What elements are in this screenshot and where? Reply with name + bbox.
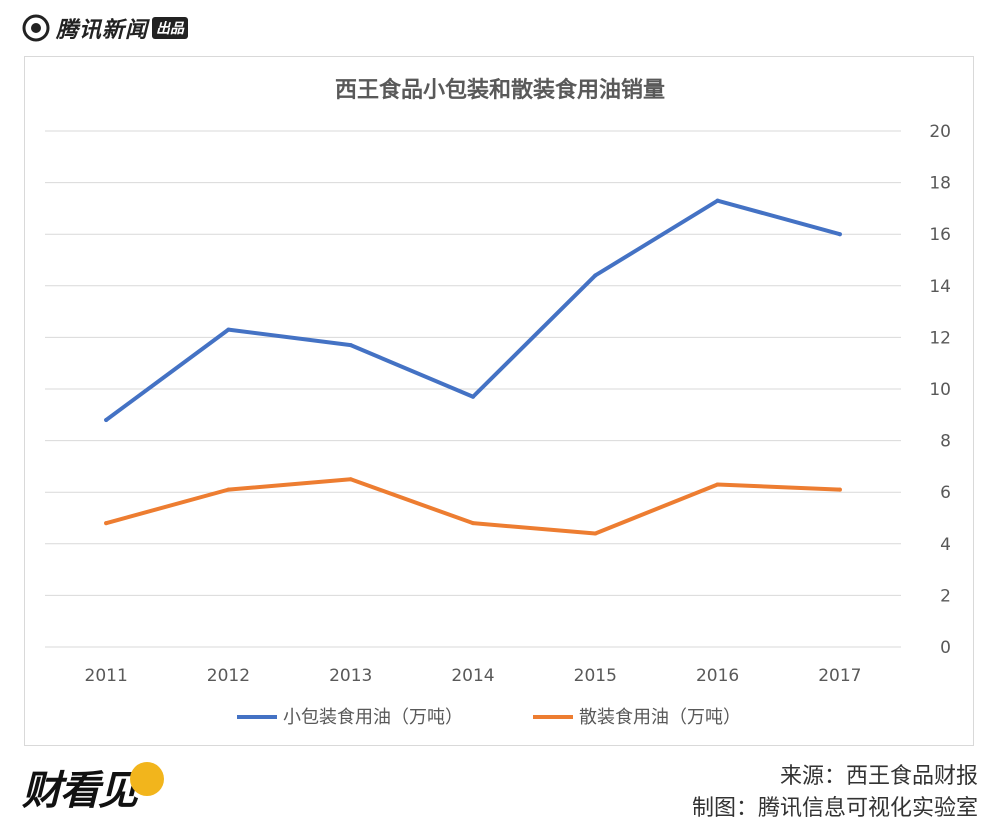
data-point xyxy=(837,232,842,237)
tencent-news-logo-icon xyxy=(22,14,50,42)
brand-badge: 出品 xyxy=(152,17,189,39)
x-tick-label: 2013 xyxy=(329,666,372,686)
line-chart: 西王食品小包装和散装食用油销量 0 2 4 6 8 10 12 14 16 18 20 2011 20… xyxy=(45,77,951,728)
x-tick-label: 2015 xyxy=(574,666,617,686)
data-point xyxy=(226,487,231,492)
data-point xyxy=(715,198,720,203)
x-tick-label: 2012 xyxy=(207,666,250,686)
y-tick-label: 2 xyxy=(940,586,951,606)
y-tick-label: 6 xyxy=(940,483,951,503)
series-line-1 xyxy=(104,198,842,422)
y-tick-label: 14 xyxy=(929,277,951,297)
legend-label: 散装食用油（万吨） xyxy=(579,707,741,728)
x-tick-label: 2014 xyxy=(451,666,494,686)
data-point xyxy=(715,482,720,487)
chart-frame: 西王食品小包装和散装食用油销量 0 2 4 6 8 10 12 14 16 18 20 2011 20… xyxy=(24,56,974,746)
data-point xyxy=(471,394,475,399)
brand-name: 腾讯新闻 xyxy=(56,18,149,43)
caikanjian-logo-text: 财看见 xyxy=(22,768,138,814)
y-tick-label: 12 xyxy=(929,328,951,348)
y-tick-label: 20 xyxy=(929,122,951,142)
data-point xyxy=(104,521,109,526)
data-point xyxy=(104,417,109,422)
x-tick-label: 2011 xyxy=(85,666,128,686)
y-tick-label: 18 xyxy=(929,174,951,194)
coin-icon xyxy=(130,762,164,796)
y-tick-label: 0 xyxy=(940,638,951,658)
x-tick-label: 2017 xyxy=(818,666,861,686)
data-point xyxy=(226,327,231,332)
data-point xyxy=(348,477,353,482)
data-point xyxy=(348,343,353,348)
caikanjian-logo: 财看见 xyxy=(22,758,164,816)
y-tick-label: 8 xyxy=(940,432,951,452)
data-point xyxy=(471,521,475,526)
tencent-news-logo: 腾讯新闻 出品 xyxy=(22,12,189,44)
data-point xyxy=(593,531,598,536)
y-tick-label: 10 xyxy=(929,380,951,400)
credit-note: 制图：腾讯信息可视化实验室 xyxy=(691,796,978,821)
x-tick-label: 2016 xyxy=(696,666,739,686)
data-point xyxy=(837,487,842,492)
source-note: 来源：西王食品财报 xyxy=(779,764,978,789)
y-tick-label: 4 xyxy=(940,535,951,555)
chart-title: 西王食品小包装和散装食用油销量 xyxy=(335,77,665,103)
data-point xyxy=(593,273,598,278)
y-tick-label: 16 xyxy=(929,225,951,245)
series-line-2 xyxy=(104,477,842,536)
legend-label: 小包装食用油（万吨） xyxy=(283,707,463,728)
